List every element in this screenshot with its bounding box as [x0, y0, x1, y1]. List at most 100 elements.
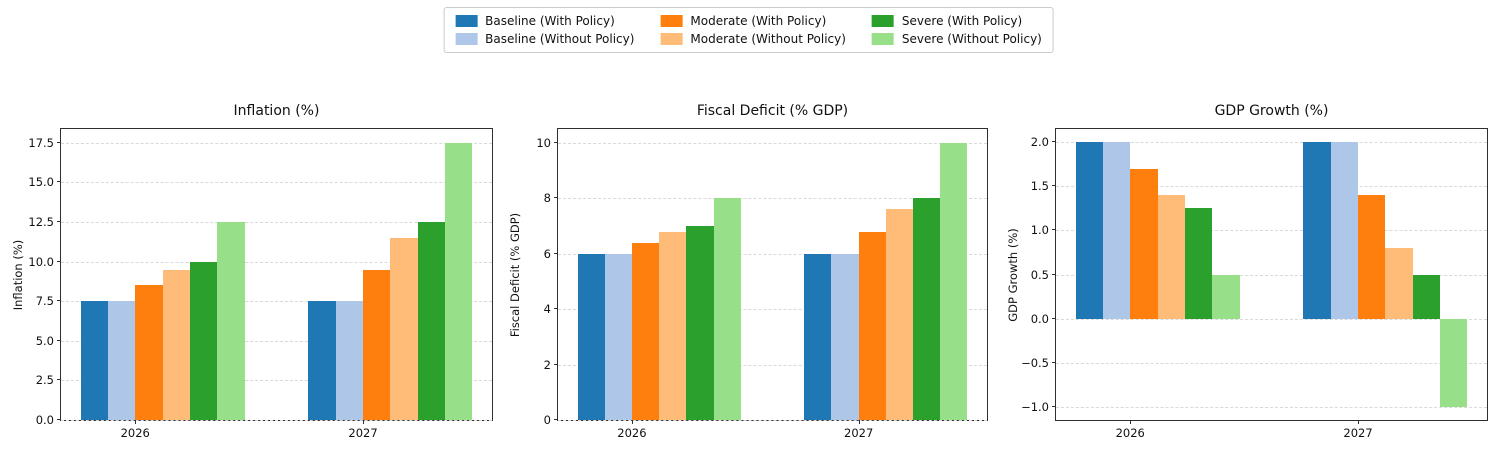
plot-area-fiscal-deficit: 0 2 4 6 8 10 2026 2027 — [536, 128, 988, 440]
bar — [1440, 318, 1468, 407]
gridline — [61, 182, 492, 184]
bar — [1102, 142, 1131, 319]
legend-label-severe-with: Severe (With Policy) — [901, 14, 1023, 28]
y-tick-mark — [1052, 405, 1056, 407]
y-tick-label: 8 — [543, 191, 551, 206]
bar — [1358, 195, 1386, 319]
x-tick-label: 2027 — [1343, 426, 1373, 440]
y-tick-label: 5.0 — [35, 333, 54, 348]
y-tick-mark — [554, 363, 558, 365]
legend-label-baseline-without: Baseline (Without Policy) — [485, 32, 635, 46]
y-tick-mark — [57, 181, 61, 183]
chart-title-gdp-growth: GDP Growth (%) — [1214, 103, 1329, 119]
legend-swatch-moderate-without-icon — [660, 33, 683, 45]
chart-inflation: Inflation (%) Inflation (%) 0.0 2.5 5.0 7.5… — [11, 103, 493, 440]
bar — [913, 198, 941, 420]
legend-swatch-moderate-with-icon — [660, 15, 683, 27]
legend-item-severe-with: Severe (With Policy) — [871, 14, 1042, 28]
gridline — [558, 253, 987, 255]
gridline — [1056, 274, 1487, 276]
y-tick-label: 2 — [543, 357, 551, 372]
y-tick-mark — [554, 141, 558, 143]
legend-swatch-severe-with-icon — [871, 15, 894, 27]
legend-swatch-baseline-with-icon — [455, 15, 478, 27]
gridline — [1056, 230, 1487, 232]
legend-column-baseline: Baseline (With Policy) Baseline (Without… — [455, 14, 634, 46]
gridline — [61, 340, 492, 342]
bar — [335, 301, 364, 420]
gridline — [61, 301, 492, 303]
y-tick-label: 2.0 — [1030, 135, 1049, 150]
y-tick-mark — [554, 197, 558, 199]
x-tick-mark — [135, 420, 137, 424]
chart-title-inflation: Inflation (%) — [233, 103, 320, 119]
legend-item-moderate-with: Moderate (With Policy) — [660, 14, 845, 28]
y-tick-label: 0 — [543, 413, 551, 427]
y-tick-mark — [1052, 229, 1056, 231]
gridline — [61, 380, 492, 382]
x-tick-label: 2026 — [1115, 426, 1145, 440]
y-tick-mark — [57, 419, 61, 420]
chart-fiscal-deficit: Fiscal Deficit (% GDP) Fiscal Deficit (%… — [508, 103, 988, 440]
gridline — [1056, 406, 1487, 408]
gridline — [558, 142, 987, 144]
x-tick-mark — [1130, 420, 1132, 424]
x-tick-mark — [363, 420, 365, 424]
x-tick-label: 2026 — [120, 426, 150, 440]
y-tick-mark — [57, 339, 61, 341]
bar — [1303, 142, 1331, 319]
y-tick-mark — [554, 419, 558, 420]
y-axis-label-gdp-growth: GDP Growth (%) — [1006, 227, 1020, 322]
bar — [885, 209, 914, 420]
bar — [686, 226, 714, 420]
bar — [217, 222, 245, 420]
y-tick-mark — [1052, 361, 1056, 363]
x-tick-label: 2027 — [844, 426, 874, 440]
y-tick-mark — [554, 252, 558, 254]
y-tick-label: 0.5 — [1030, 267, 1049, 282]
bar — [308, 301, 336, 420]
gridline — [1056, 318, 1487, 320]
bar — [1412, 274, 1441, 319]
legend-label-moderate-with: Moderate (With Policy) — [690, 14, 827, 28]
y-tick-label: 12.5 — [28, 215, 54, 230]
gridline — [558, 198, 987, 200]
y-tick-mark — [1052, 273, 1056, 275]
bar — [804, 253, 832, 420]
bar — [1330, 142, 1359, 319]
gridline — [61, 261, 492, 263]
gridline — [1056, 186, 1487, 188]
legend-label-moderate-without: Moderate (Without Policy) — [690, 32, 846, 46]
y-tick-mark — [57, 260, 61, 262]
y-tick-label: −1.0 — [1021, 399, 1049, 414]
gridline — [1056, 142, 1487, 144]
legend: Baseline (With Policy) Baseline (Without… — [443, 7, 1054, 53]
x-tick-label: 2026 — [617, 426, 647, 440]
y-tick-mark — [57, 221, 61, 223]
y-tick-label: 0.0 — [1030, 311, 1049, 326]
bar — [1130, 168, 1158, 319]
bar — [390, 237, 418, 420]
plot-area-inflation: 0.0 2.5 5.0 7.5 10.0 12.5 15.0 17.5 2026 2027 — [28, 128, 493, 440]
y-tick-label: 0.0 — [35, 413, 54, 427]
y-tick-mark — [57, 379, 61, 381]
bar — [107, 301, 136, 420]
y-tick-mark — [1052, 317, 1056, 319]
bar — [831, 253, 859, 420]
x-tick-mark — [858, 420, 860, 424]
legend-item-baseline-with: Baseline (With Policy) — [455, 14, 634, 28]
gridline — [61, 420, 492, 421]
x-tick-mark — [631, 420, 633, 424]
gridline — [558, 364, 987, 366]
bar — [417, 222, 446, 420]
bar — [1184, 208, 1213, 319]
y-axis-label-fiscal-deficit: Fiscal Deficit (% GDP) — [508, 212, 522, 337]
bar — [858, 231, 886, 420]
x-tick-mark — [1358, 420, 1360, 424]
y-tick-label: 10.0 — [28, 254, 54, 269]
legend-label-baseline-with: Baseline (With Policy) — [485, 14, 615, 28]
gridline — [61, 142, 492, 144]
bar — [604, 253, 632, 420]
bar — [1157, 195, 1185, 319]
